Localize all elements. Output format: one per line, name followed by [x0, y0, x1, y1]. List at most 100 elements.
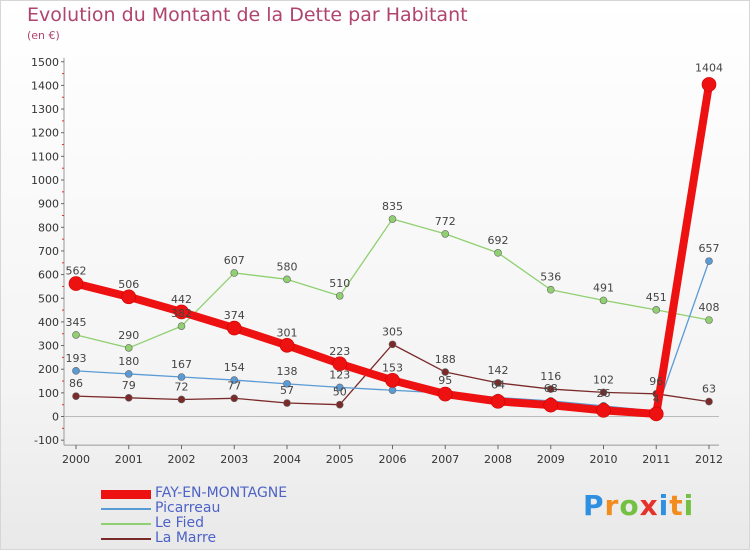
- data-label: 451: [646, 291, 667, 304]
- logo-letter: P: [583, 489, 605, 522]
- data-label: 442: [171, 293, 192, 306]
- data-point: [72, 367, 80, 375]
- data-point: [124, 394, 133, 402]
- x-tick-label: 2003: [220, 453, 248, 466]
- logo-letter: i: [658, 489, 670, 522]
- data-point: [705, 316, 713, 324]
- y-tick-label: 100: [38, 387, 59, 400]
- data-point: [335, 400, 344, 409]
- data-label: 142: [488, 364, 509, 377]
- data-point: [279, 338, 295, 353]
- data-label: 506: [118, 278, 139, 291]
- data-point: [705, 257, 713, 265]
- y-tick-label: 1000: [31, 174, 59, 187]
- data-point: [388, 340, 397, 349]
- data-label: 692: [488, 234, 509, 247]
- data-label: 57: [280, 384, 294, 397]
- x-tick-label: 2006: [379, 453, 407, 466]
- data-point: [174, 304, 189, 320]
- data-label: 536: [540, 271, 561, 284]
- y-tick-label: 400: [38, 316, 59, 329]
- data-point: [335, 292, 344, 300]
- data-label: 4: [653, 392, 660, 405]
- data-point: [283, 399, 291, 407]
- data-label: 345: [66, 316, 87, 329]
- logo-letter: i: [683, 489, 695, 522]
- data-label: 491: [593, 281, 614, 294]
- data-label: 301: [277, 326, 298, 339]
- data-label: 116: [540, 370, 561, 383]
- data-point: [648, 406, 664, 422]
- data-label: 86: [69, 377, 83, 390]
- legend-item: La Marre: [101, 531, 341, 547]
- x-tick-label: 2007: [431, 453, 459, 466]
- data-point: [283, 380, 291, 388]
- data-label: 607: [224, 254, 245, 267]
- data-label: 102: [593, 373, 614, 386]
- data-point: [177, 322, 186, 330]
- y-tick-label: 0: [52, 411, 59, 424]
- y-tick-label: -100: [34, 434, 59, 447]
- data-point: [230, 376, 239, 384]
- data-point: [385, 373, 400, 388]
- data-point: [490, 394, 506, 409]
- legend-label: Picarreau: [155, 500, 221, 516]
- data-label: 79: [122, 379, 136, 392]
- data-label: 138: [277, 365, 298, 378]
- data-label: 580: [277, 260, 298, 273]
- y-tick-label: 1400: [31, 79, 59, 92]
- x-tick-label: 2001: [115, 453, 143, 466]
- data-point: [599, 296, 608, 305]
- logo-letter: r: [604, 489, 620, 522]
- y-tick-label: 300: [38, 340, 59, 353]
- y-tick-label: 800: [38, 221, 59, 234]
- data-point: [283, 275, 291, 284]
- data-label: 374: [224, 309, 245, 322]
- data-point: [177, 395, 186, 404]
- data-label: 64: [491, 379, 505, 392]
- legend-item: Le Fied: [101, 515, 341, 532]
- logo-letter: x: [639, 489, 659, 522]
- data-point: [121, 289, 137, 305]
- legend-item: FAY-EN-MONTAGNE: [101, 485, 341, 502]
- data-label: 408: [699, 301, 720, 314]
- legend-label: Le Fied: [155, 515, 205, 531]
- legend-label: FAY-EN-MONTAGNE: [155, 485, 288, 501]
- data-point: [124, 370, 133, 378]
- data-label: 188: [435, 353, 456, 366]
- data-point: [230, 394, 239, 403]
- data-point: [701, 77, 717, 92]
- data-point: [72, 331, 80, 339]
- data-label: 154: [224, 361, 245, 374]
- data-label: 290: [118, 329, 139, 342]
- logo-letter: o: [619, 489, 640, 522]
- data-point: [705, 397, 713, 406]
- data-label: 382: [171, 307, 192, 320]
- legend-swatch: [101, 508, 151, 510]
- y-tick-label: 200: [38, 363, 59, 376]
- x-tick-label: 2005: [326, 453, 354, 466]
- data-point: [388, 215, 397, 223]
- data-label: 95: [438, 374, 452, 387]
- data-label: 123: [329, 368, 350, 381]
- x-tick-label: 2008: [484, 453, 512, 466]
- data-label: 835: [382, 200, 403, 213]
- data-point: [546, 285, 555, 294]
- legend: FAY-EN-MONTAGNE Picarreau Le Fied La Marre: [101, 485, 341, 547]
- legend-item: Picarreau: [101, 500, 341, 517]
- x-tick-label: 2004: [273, 453, 301, 466]
- data-label: 657: [699, 242, 720, 255]
- y-tick-label: 700: [38, 245, 59, 258]
- legend-swatch: [101, 489, 151, 499]
- data-point: [494, 379, 502, 387]
- chart-subtitle: (en €): [27, 29, 60, 42]
- x-tick-label: 2009: [537, 453, 565, 466]
- data-point: [68, 276, 84, 291]
- legend-swatch: [101, 538, 151, 540]
- data-label: 77: [227, 379, 241, 392]
- data-label: 167: [171, 358, 192, 371]
- chart-title: Evolution du Montant de la Dette par Hab…: [27, 4, 468, 26]
- data-point: [543, 397, 559, 413]
